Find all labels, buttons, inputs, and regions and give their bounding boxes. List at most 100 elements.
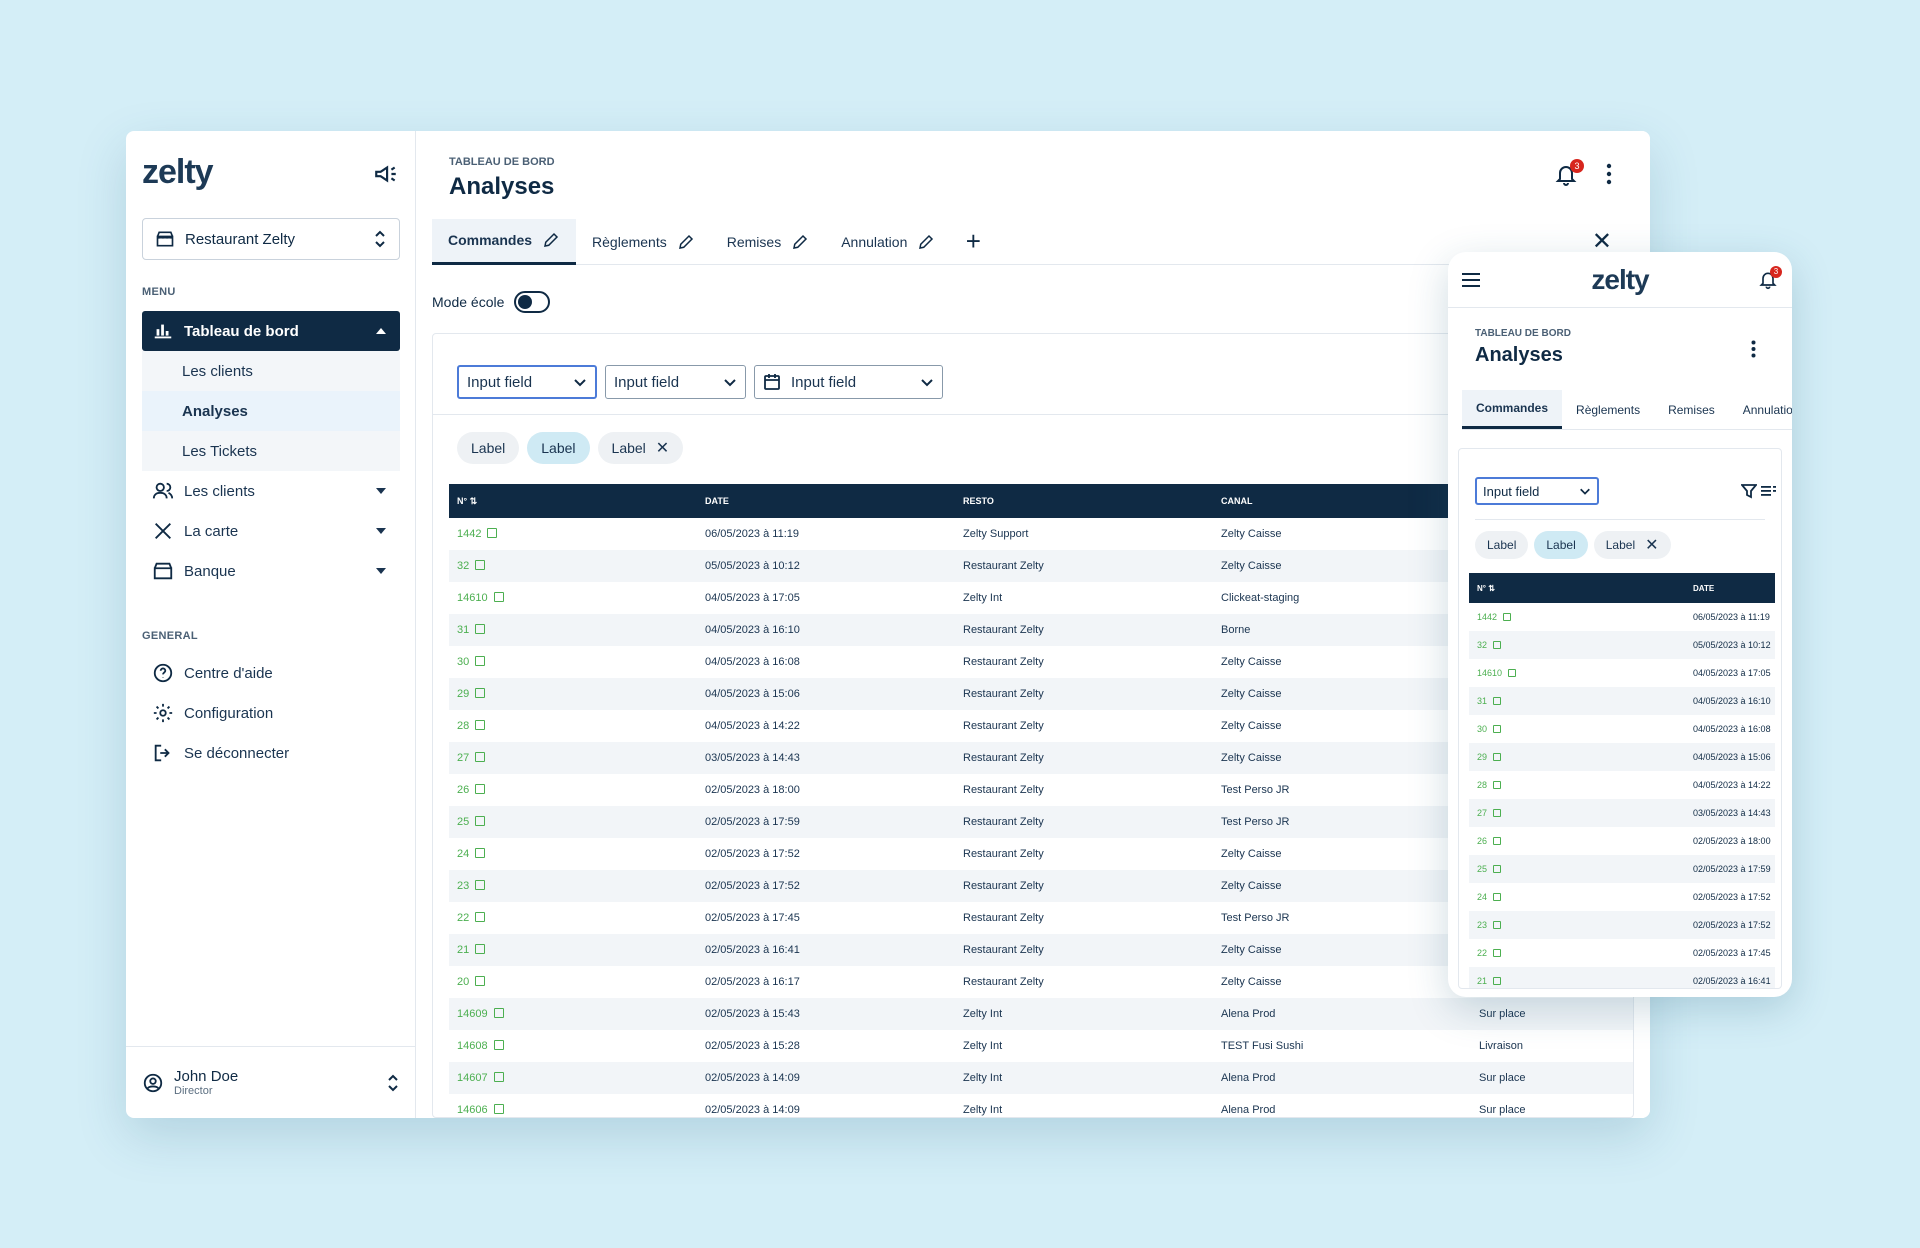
tab-annulation[interactable]: Annulation: [1742, 402, 1792, 417]
chip-removable[interactable]: Label ✕: [597, 432, 684, 464]
menu-icon[interactable]: [1462, 272, 1480, 287]
table-row[interactable]: 29 04/05/2023 à 15:06: [1469, 743, 1775, 771]
table-row[interactable]: 23 02/05/2023 à 17:52: [1469, 911, 1775, 939]
tab-reglements[interactable]: Règlements: [1576, 402, 1641, 417]
table-row[interactable]: 14606 02/05/2023 à 14:09 Zelty Int Alena Pr…: [449, 1094, 1633, 1118]
mode-ecole-toggle[interactable]: [514, 291, 551, 313]
notifications-button[interactable]: 3: [1758, 266, 1782, 290]
table-row[interactable]: 31 04/05/2023 à 16:10: [1469, 687, 1775, 715]
order-number-link[interactable]: 14609: [449, 1008, 697, 1020]
order-number[interactable]: 14610: [457, 592, 488, 604]
order-number[interactable]: 21: [1477, 976, 1488, 986]
order-number-link[interactable]: 25: [1469, 864, 1685, 874]
filter-icon[interactable]: [1741, 483, 1757, 499]
external-link-icon[interactable]: [475, 976, 486, 987]
table-row[interactable]: 21 02/05/2023 à 16:41: [1469, 967, 1775, 988]
tab-annulation[interactable]: Annulation: [825, 219, 951, 265]
more-vertical-icon[interactable]: [1606, 163, 1612, 185]
order-number[interactable]: 22: [1477, 948, 1488, 958]
external-link-icon[interactable]: [1493, 724, 1502, 733]
close-icon[interactable]: ✕: [655, 440, 670, 457]
table-row[interactable]: 14610 04/05/2023 à 17:05: [1469, 659, 1775, 687]
order-number-link[interactable]: 14606: [449, 1104, 697, 1116]
table-row[interactable]: 25 02/05/2023 à 17:59: [1469, 855, 1775, 883]
pencil-icon[interactable]: [791, 233, 809, 251]
external-link-icon[interactable]: [1493, 780, 1502, 789]
order-number[interactable]: 1442: [457, 528, 482, 540]
order-number[interactable]: 14610: [1477, 668, 1503, 678]
order-number-link[interactable]: 29: [449, 688, 697, 700]
external-link-icon[interactable]: [475, 624, 486, 635]
external-link-icon[interactable]: [493, 1040, 504, 1051]
close-icon[interactable]: ✕: [1645, 537, 1659, 554]
order-number[interactable]: 30: [457, 656, 470, 668]
order-number-link[interactable]: 31: [449, 624, 697, 636]
order-number[interactable]: 27: [457, 752, 470, 764]
order-number-link[interactable]: 25: [449, 816, 697, 828]
table-row[interactable]: 32 05/05/2023 à 10:12: [1469, 631, 1775, 659]
order-number-link[interactable]: 32: [1469, 640, 1685, 650]
external-link-icon[interactable]: [1508, 668, 1517, 677]
tab-reglements[interactable]: Règlements: [576, 219, 711, 265]
order-number-link[interactable]: 23: [449, 880, 697, 892]
order-number-link[interactable]: 29: [1469, 752, 1685, 762]
order-number[interactable]: 32: [1477, 640, 1488, 650]
order-number[interactable]: 31: [457, 624, 470, 636]
header-number[interactable]: N° ⇅: [1477, 583, 1495, 593]
order-number[interactable]: 29: [1477, 752, 1488, 762]
table-row[interactable]: 28 04/05/2023 à 14:22 Restaurant Zelty Zelt…: [449, 710, 1633, 742]
order-number[interactable]: 25: [457, 816, 470, 828]
table-row[interactable]: 21 02/05/2023 à 16:41 Restaurant Zelty Zelt…: [449, 934, 1633, 966]
restaurant-select[interactable]: Restaurant Zelty: [142, 218, 400, 260]
order-number[interactable]: 1442: [1477, 612, 1498, 622]
tab-commandes[interactable]: Commandes: [1462, 390, 1563, 429]
sort-icon[interactable]: [1761, 483, 1777, 499]
table-row[interactable]: 26 02/05/2023 à 18:00: [1469, 827, 1775, 855]
external-link-icon[interactable]: [493, 1008, 504, 1019]
megaphone-icon[interactable]: [373, 161, 399, 187]
order-number-link[interactable]: 30: [449, 656, 697, 668]
external-link-icon[interactable]: [1493, 864, 1502, 873]
order-number[interactable]: 24: [1477, 892, 1488, 902]
user-menu[interactable]: John Doe Director: [126, 1046, 416, 1118]
zelty-logo[interactable]: zelty: [142, 153, 214, 191]
external-link-icon[interactable]: [475, 688, 486, 699]
order-number[interactable]: 24: [457, 848, 470, 860]
external-link-icon[interactable]: [1493, 920, 1502, 929]
external-link-icon[interactable]: [475, 848, 486, 859]
table-row[interactable]: 26 02/05/2023 à 18:00 Restaurant Zelty Test…: [449, 774, 1633, 806]
sidebar-item-config[interactable]: Configuration: [142, 693, 400, 733]
tab-remises[interactable]: Remises: [711, 219, 825, 265]
external-link-icon[interactable]: [475, 720, 486, 731]
order-number[interactable]: 20: [457, 976, 470, 988]
sidebar-subitem-clients[interactable]: Les clients: [142, 351, 400, 391]
order-number-link[interactable]: 20: [449, 976, 697, 988]
order-number-link[interactable]: 24: [1469, 892, 1685, 902]
order-number-link[interactable]: 14610: [449, 592, 697, 604]
order-number[interactable]: 26: [457, 784, 470, 796]
table-row[interactable]: 23 02/05/2023 à 17:52 Restaurant Zelty Zelt…: [449, 870, 1633, 902]
table-row[interactable]: 24 02/05/2023 à 17:52 Restaurant Zelty Zelt…: [449, 838, 1633, 870]
order-number[interactable]: 26: [1477, 836, 1488, 846]
sidebar-subitem-tickets[interactable]: Les Tickets: [142, 431, 400, 471]
pencil-icon[interactable]: [917, 233, 935, 251]
external-link-icon[interactable]: [1493, 892, 1502, 901]
table-row[interactable]: 22 02/05/2023 à 17:45: [1469, 939, 1775, 967]
order-number[interactable]: 28: [457, 720, 470, 732]
order-number-link[interactable]: 31: [1469, 696, 1685, 706]
sidebar-item-logout[interactable]: Se déconnecter: [142, 733, 400, 773]
order-number-link[interactable]: 1442: [1469, 612, 1685, 622]
pencil-icon[interactable]: [677, 233, 695, 251]
order-number-link[interactable]: 28: [1469, 780, 1685, 790]
external-link-icon[interactable]: [493, 1104, 504, 1115]
tab-commandes[interactable]: Commandes: [432, 218, 577, 265]
table-row[interactable]: 14609 02/05/2023 à 15:43 Zelty Int Alena Pr…: [449, 998, 1633, 1030]
order-number-link[interactable]: 22: [449, 912, 697, 924]
order-number-link[interactable]: 30: [1469, 724, 1685, 734]
order-number-link[interactable]: 21: [449, 944, 697, 956]
date-filter-select[interactable]: Input field: [754, 365, 943, 399]
external-link-icon[interactable]: [1493, 948, 1502, 957]
order-number-link[interactable]: 26: [1469, 836, 1685, 846]
table-row[interactable]: 28 04/05/2023 à 14:22: [1469, 771, 1775, 799]
external-link-icon[interactable]: [475, 912, 486, 923]
